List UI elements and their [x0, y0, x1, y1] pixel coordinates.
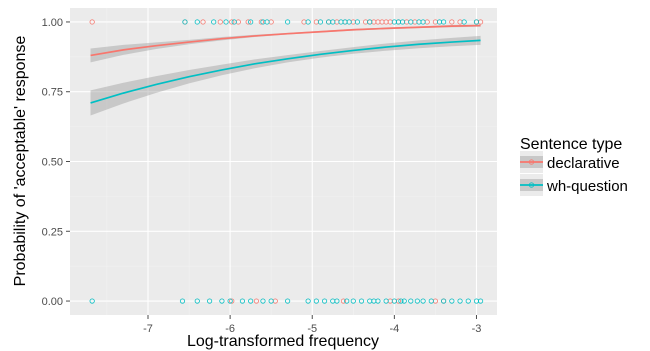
data-point-declarative	[217, 19, 223, 25]
data-point-wh-question	[317, 19, 324, 25]
data-point-wh-question	[231, 19, 237, 25]
data-point-wh-question	[420, 19, 426, 25]
data-point-declarative	[340, 298, 347, 304]
y-axis-title: Probability of 'acceptable' response	[12, 36, 29, 287]
data-point-wh-question	[408, 19, 414, 25]
data-point-wh-question	[239, 298, 246, 304]
data-point-wh-question	[346, 19, 352, 25]
data-point-wh-question	[334, 298, 340, 304]
data-points	[89, 19, 484, 304]
data-point-wh-question	[285, 298, 291, 304]
x-tick-label: -3	[472, 323, 482, 335]
data-point-wh-question	[227, 298, 233, 304]
data-point-wh-question	[399, 19, 406, 25]
y-tick-label: 0.00	[42, 296, 63, 308]
data-point-wh-question	[420, 298, 426, 304]
legend-keys	[520, 151, 543, 196]
data-point-declarative	[449, 19, 455, 25]
legend-key-point-wh-question	[528, 182, 535, 188]
x-tick-label: -4	[389, 323, 399, 335]
data-point-wh-question	[408, 298, 414, 304]
data-point-wh-question	[268, 298, 274, 304]
y-tick-label: 1.00	[42, 17, 63, 29]
x-tick-label: -6	[225, 323, 235, 335]
legend-label-wh-question: wh-question	[546, 178, 628, 195]
data-point-wh-question	[305, 298, 311, 304]
data-point-wh-question	[344, 298, 350, 304]
data-point-wh-question	[182, 19, 188, 25]
y-axis: 0.00 0.25 0.50 0.75 1.00	[42, 17, 70, 308]
data-point-wh-question	[401, 298, 407, 304]
fit-lines	[90, 24, 481, 104]
data-point-wh-question	[398, 298, 404, 304]
legend: Sentence type declarative wh-question	[520, 136, 628, 196]
data-point-declarative	[258, 19, 264, 25]
x-tick-label: -5	[307, 323, 317, 335]
data-point-declarative	[245, 19, 251, 25]
data-point-wh-question	[194, 19, 200, 25]
data-point-wh-question	[264, 19, 270, 25]
y-tick-label: 0.75	[42, 87, 63, 99]
data-point-wh-question	[219, 298, 225, 304]
data-point-wh-question	[473, 19, 480, 25]
data-point-wh-question	[260, 298, 266, 304]
grid-major	[70, 8, 497, 315]
data-point-wh-question	[179, 298, 186, 304]
data-point-declarative	[200, 19, 206, 25]
data-point-wh-question	[449, 298, 455, 304]
legend-label-declarative: declarative	[547, 155, 620, 172]
x-axis: -7 -6 -5 -4 -3	[143, 315, 481, 335]
data-point-wh-question	[89, 298, 95, 304]
legend-key-point-declarative	[528, 159, 535, 165]
confidence-ribbons	[90, 24, 481, 116]
x-axis-title: Log-transformed frequency	[187, 333, 379, 350]
data-point-wh-question	[211, 19, 217, 25]
data-point-wh-question	[223, 19, 229, 25]
data-point-wh-question	[367, 19, 373, 25]
confidence-band-wh-question	[90, 35, 481, 116]
data-point-wh-question	[375, 298, 381, 304]
data-point-wh-question	[305, 19, 311, 25]
legend-title: Sentence type	[520, 136, 622, 153]
y-tick-label: 0.50	[42, 157, 63, 169]
data-point-wh-question	[194, 298, 200, 304]
y-tick-label: 0.25	[42, 226, 63, 238]
data-point-wh-question	[354, 19, 361, 25]
data-point-wh-question	[441, 298, 447, 304]
data-point-wh-question	[321, 298, 328, 304]
confidence-band-declarative	[90, 24, 481, 63]
data-point-wh-question	[383, 298, 389, 304]
data-point-wh-question	[465, 298, 471, 304]
data-point-wh-question	[428, 298, 434, 304]
data-point-wh-question	[391, 298, 397, 304]
data-point-wh-question	[350, 298, 356, 304]
data-point-wh-question	[441, 19, 447, 25]
data-point-wh-question	[358, 298, 365, 304]
data-point-wh-question	[206, 298, 213, 304]
x-tick-label: -7	[143, 323, 153, 335]
data-point-wh-question	[461, 19, 467, 25]
data-point-wh-question	[414, 298, 420, 304]
data-point-declarative	[253, 298, 260, 304]
data-point-wh-question	[248, 298, 254, 304]
data-point-wh-question	[457, 298, 463, 304]
fit-line-declarative	[90, 24, 481, 57]
data-point-wh-question	[285, 19, 291, 25]
data-point-wh-question	[330, 19, 336, 25]
data-point-declarative	[229, 19, 235, 25]
fit-line-wh-question	[90, 39, 481, 104]
data-point-wh-question	[477, 298, 484, 304]
data-point-declarative	[229, 298, 235, 304]
data-point-wh-question	[248, 19, 254, 25]
data-point-wh-question	[313, 298, 319, 304]
data-point-declarative	[89, 19, 95, 25]
